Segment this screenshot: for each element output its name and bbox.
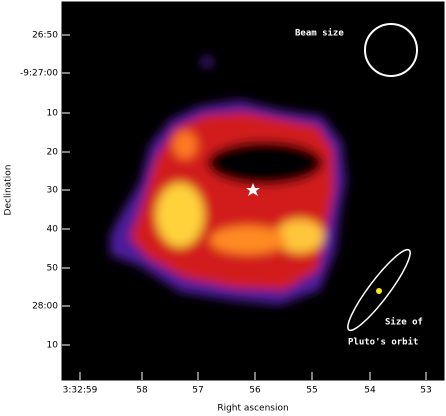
- y-tick-label: 20: [47, 148, 59, 158]
- x-tick-label: 57: [192, 386, 203, 396]
- y-tick-label: 26:50: [32, 31, 58, 41]
- beam-circle: [364, 23, 418, 77]
- annotation: Pluto's orbit: [348, 337, 418, 348]
- y-tick-label: 50: [47, 264, 59, 274]
- y-tick-label: 40: [47, 225, 59, 235]
- y-tick-label: 10: [47, 341, 59, 351]
- star-marker: [246, 183, 260, 196]
- x-tick-label: 56: [249, 386, 261, 396]
- pluto-dot: [376, 288, 382, 294]
- x-tick-label: 55: [306, 386, 317, 396]
- x-tick-label: 54: [364, 386, 376, 396]
- x-tick-label: 53: [420, 386, 431, 396]
- y-axis-label: Declination: [4, 165, 14, 216]
- emission-map: [110, 57, 346, 305]
- annotation: Size of: [385, 317, 423, 328]
- y-tick-label: 28:00: [32, 302, 58, 312]
- y-tick-label: -9:27:00: [20, 69, 58, 79]
- x-tick-label: 3:32:59: [63, 386, 98, 396]
- annotation: Beam size: [295, 28, 344, 39]
- x-tick-label: 58: [136, 386, 148, 396]
- orbit-ellipse: [347, 248, 411, 332]
- y-tick-label: 30: [47, 186, 59, 196]
- x-axis-label: Right ascension: [217, 404, 288, 414]
- y-tick-label: 10: [47, 109, 59, 119]
